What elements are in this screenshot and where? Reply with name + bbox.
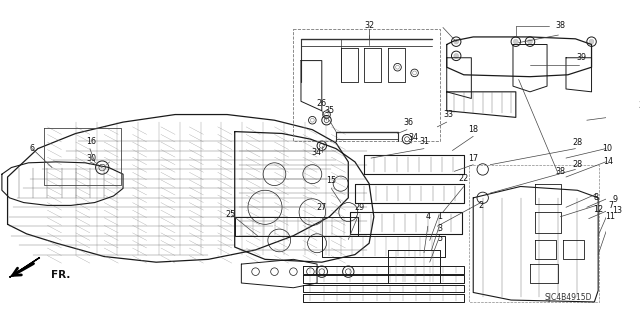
Text: SJC4B4915D: SJC4B4915D (544, 293, 591, 302)
Text: 26: 26 (317, 99, 327, 108)
Text: 2: 2 (478, 201, 483, 210)
Text: 11: 11 (605, 212, 616, 221)
Text: 1: 1 (436, 212, 442, 221)
Text: 38: 38 (556, 167, 565, 176)
Text: 28: 28 (572, 138, 582, 147)
Text: 8: 8 (594, 193, 599, 202)
Text: 15: 15 (326, 176, 337, 185)
Text: 32: 32 (364, 21, 374, 30)
Text: 4: 4 (426, 212, 430, 221)
Circle shape (589, 39, 594, 44)
Text: 33: 33 (444, 110, 454, 119)
Text: 35: 35 (324, 106, 335, 115)
Circle shape (513, 39, 518, 44)
Text: 10: 10 (603, 144, 612, 153)
Text: 34: 34 (311, 148, 321, 157)
Text: 3: 3 (438, 224, 443, 233)
Text: 6: 6 (29, 144, 35, 153)
Circle shape (454, 39, 459, 44)
Text: 7: 7 (608, 201, 613, 210)
Text: 38: 38 (556, 21, 565, 30)
Text: 14: 14 (604, 157, 614, 167)
Polygon shape (10, 257, 40, 277)
Text: 18: 18 (468, 125, 478, 134)
Text: 37: 37 (639, 100, 640, 110)
Circle shape (454, 54, 459, 58)
Text: 9: 9 (612, 195, 618, 204)
Text: 39: 39 (576, 53, 586, 62)
Text: 34: 34 (408, 133, 419, 142)
Text: 22: 22 (459, 174, 469, 183)
Text: 12: 12 (593, 205, 604, 214)
Text: FR.: FR. (51, 271, 70, 280)
Text: 13: 13 (612, 206, 622, 215)
Text: 28: 28 (572, 160, 582, 169)
Text: 30: 30 (87, 153, 97, 163)
Text: 31: 31 (419, 137, 429, 145)
Text: 5: 5 (438, 234, 443, 243)
Text: 27: 27 (317, 203, 327, 212)
Circle shape (527, 39, 532, 44)
Text: 16: 16 (86, 137, 96, 145)
Text: 36: 36 (404, 118, 414, 127)
Text: 25: 25 (226, 210, 236, 219)
Text: 29: 29 (355, 203, 365, 212)
Text: 17: 17 (468, 153, 478, 163)
